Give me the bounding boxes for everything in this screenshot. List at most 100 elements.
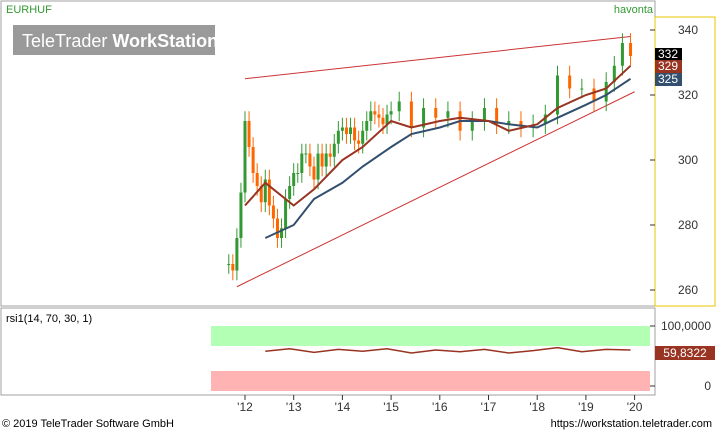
rsi-current-badge: [655, 346, 715, 360]
candle-body: [332, 143, 336, 157]
x-tick-label: '19: [578, 400, 594, 414]
rsi-oversold-band: [211, 371, 650, 391]
candle-body: [373, 111, 377, 115]
candle-body: [580, 88, 584, 90]
candle-body: [243, 121, 247, 193]
candle-body: [328, 153, 332, 157]
candle-body: [592, 88, 596, 102]
candle-body: [340, 127, 344, 131]
ma-fast-badge: [655, 60, 682, 73]
x-tick-label: '13: [286, 400, 302, 414]
ma-slow-line: [264, 77, 632, 239]
right-axis-highlight: [654, 16, 716, 307]
candles[interactable]: [227, 33, 633, 281]
candle-body: [320, 153, 324, 167]
candle-body: [422, 108, 426, 128]
brand-logo: [13, 25, 215, 55]
rsi-y-tick-label: 100,0000: [661, 319, 711, 333]
candle-body: [275, 218, 279, 238]
candle-body: [629, 43, 633, 56]
candle-body: [349, 127, 353, 134]
candle-body: [620, 43, 624, 66]
candle-body: [247, 121, 251, 147]
candle-body: [519, 121, 523, 128]
candle-body: [344, 127, 348, 134]
candle-body: [263, 179, 267, 203]
price-y-tick-label: 340: [678, 23, 698, 37]
x-tick-label: '16: [432, 400, 448, 414]
brand-logo-text: TeleTrader WorkStation: [22, 31, 218, 51]
symbol-label[interactable]: EURHUF: [6, 4, 52, 16]
candle-body: [369, 111, 373, 121]
axes: 260 280 300 320 340 100,0000 0 '12 '13 '14 '15 '16 '…: [237, 23, 711, 414]
candle-body: [482, 108, 486, 121]
candle-body: [271, 205, 275, 219]
last-price-value: 332: [658, 47, 678, 61]
last-price-badge: [655, 48, 682, 61]
ma-fast-line: [244, 65, 632, 207]
candle-body: [304, 153, 308, 155]
candle-body: [296, 173, 300, 174]
trend-lines[interactable]: [236, 36, 635, 288]
rsi-y-tick-label: 0: [704, 379, 711, 393]
interval-label[interactable]: havonta: [614, 4, 654, 16]
candle-body: [555, 75, 559, 115]
candle-body: [324, 153, 328, 167]
candle-body: [470, 121, 474, 131]
candle-body: [312, 166, 316, 180]
candle-body: [377, 114, 381, 118]
candle-body: [336, 130, 340, 144]
x-tick-label: '17: [481, 400, 497, 414]
candle-body: [604, 82, 608, 102]
x-tick-label: '14: [335, 400, 351, 414]
candle-body: [308, 153, 312, 167]
workstation-link[interactable]: https://workstation.teletrader.com: [551, 418, 712, 430]
candle-body: [239, 192, 243, 238]
candle-body: [612, 65, 616, 82]
candle-body: [227, 264, 231, 265]
candle-body: [361, 130, 365, 144]
candle-body: [357, 140, 361, 144]
x-tick-label: '18: [529, 400, 545, 414]
rsi-current-value: 59,8322: [663, 346, 707, 360]
rsi-overbought-band: [211, 326, 650, 346]
price-y-tick-label: 280: [678, 218, 698, 232]
candle-body: [300, 153, 304, 173]
rsi-title: rsi1(14, 70, 30, 1): [6, 313, 92, 325]
candle-body: [507, 121, 511, 125]
candle-body: [385, 114, 389, 125]
moving-averages[interactable]: [244, 65, 632, 239]
candle-body: [397, 101, 401, 112]
candle-body: [568, 75, 572, 89]
candle-body: [284, 199, 288, 229]
candle-body: [292, 173, 296, 186]
candle-body: [434, 108, 438, 118]
ma-slow-badge: [655, 73, 682, 86]
ma-fast-value: 329: [658, 59, 678, 73]
x-tick-label: '12: [237, 400, 253, 414]
candle-body: [235, 238, 239, 271]
candle-body: [495, 108, 499, 125]
candle-body: [316, 153, 320, 180]
rsi-line: [265, 346, 631, 354]
candle-body: [389, 111, 393, 115]
rsi-series[interactable]: [265, 346, 631, 354]
price-y-tick-label: 300: [678, 153, 698, 167]
candle-body: [353, 127, 357, 141]
candle-body: [251, 147, 255, 173]
trend_upper-line: [244, 36, 631, 80]
x-tick-label: '20: [627, 400, 643, 414]
price-y-tick-label: 260: [678, 283, 698, 297]
price-y-tick-label: 320: [678, 88, 698, 102]
candle-body: [267, 179, 271, 206]
candle-body: [543, 114, 547, 125]
candle-body: [280, 228, 284, 238]
candle-body: [231, 264, 235, 271]
candle-body: [288, 186, 292, 199]
copyright-text: © 2019 TeleTrader Software GmbH: [2, 418, 174, 430]
candle-body: [409, 101, 413, 128]
candle-body: [381, 117, 385, 125]
ma-slow-value: 325: [658, 72, 678, 86]
